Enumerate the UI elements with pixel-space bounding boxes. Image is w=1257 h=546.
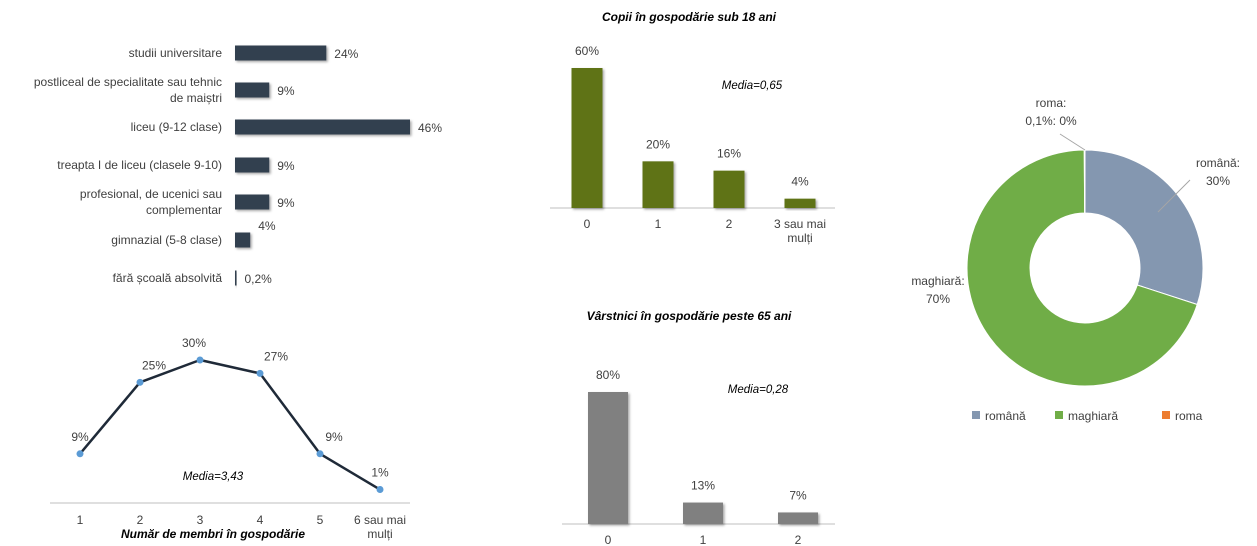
members-x-axis-title: Număr de membri în gospodărie: [121, 527, 305, 541]
education-bar: [235, 232, 251, 248]
education-category-label: fără școală absolvită: [113, 271, 223, 285]
legend-label: maghiară: [1068, 409, 1118, 423]
education-bar: [235, 270, 237, 286]
children-value-label: 60%: [575, 44, 599, 58]
children-category-label: 1: [655, 217, 662, 231]
children-title: Copii în gospodărie sub 18 ani: [602, 10, 777, 24]
members-value-label: 9%: [325, 430, 343, 444]
education-category-label: gimnazial (5-8 clase): [111, 233, 222, 247]
elderly-category-label: 1: [700, 533, 707, 546]
elderly-value-label: 80%: [596, 368, 620, 382]
education-bar: [235, 194, 270, 210]
education-value-label: 4%: [258, 219, 276, 233]
romana-leader-line: [1157, 179, 1191, 213]
members-mean-annotation: Media=3,43: [183, 471, 244, 483]
education-category-label: liceu (9-12 clase): [131, 120, 222, 134]
members-value-label: 27%: [264, 349, 288, 363]
legend-swatch: [972, 411, 980, 419]
education-bar: [235, 157, 270, 173]
members-series-line: [79, 358, 381, 491]
education-bar: [235, 82, 270, 98]
members-point: [136, 378, 144, 386]
elderly-category-label: 0: [605, 533, 612, 546]
legend-swatch: [1055, 411, 1063, 419]
education-value-label: 0,2%: [245, 272, 273, 286]
legend-label: roma: [1175, 409, 1203, 423]
members-value-label: 25%: [142, 358, 166, 372]
roma-leader-line: [1059, 133, 1086, 151]
members-point: [256, 369, 264, 377]
members-category-label: 5: [317, 513, 324, 527]
elderly-bar-chart: Vârstnici în gospodărie peste 65 ani 80% 0…: [562, 309, 835, 546]
children-bar: [571, 68, 603, 208]
education-bar: [235, 119, 410, 135]
elderly-value-label: 7%: [789, 488, 807, 502]
members-point: [376, 486, 384, 494]
slice-label-romana: română: 30%: [1196, 156, 1240, 188]
children-bar: [784, 198, 816, 208]
ethnicity-donut-chart: română: 30% maghiară: 70% roma: 0,1%: 0% român…: [911, 96, 1240, 423]
education-bar-chart: studii universitare 24% postliceal de spec…: [34, 45, 442, 286]
members-category-label: 6 sau mai mulți: [354, 513, 406, 541]
slice-label-maghiara: maghiară: 70%: [911, 274, 964, 306]
children-value-label: 4%: [791, 175, 809, 189]
elderly-bar: [778, 512, 818, 524]
donut-slice: [966, 149, 1198, 387]
elderly-title: Vârstnici în gospodărie peste 65 ani: [587, 309, 792, 323]
children-category-label: 3 sau mai mulți: [774, 217, 826, 245]
elderly-bar: [683, 502, 723, 524]
members-value-label: 9%: [71, 430, 89, 444]
education-bar: [235, 45, 327, 61]
children-category-label: 2: [726, 217, 733, 231]
elderly-bar: [588, 392, 628, 524]
members-value-label: 1%: [371, 466, 389, 480]
children-bar: [713, 170, 745, 208]
elderly-mean-annotation: Media=0,28: [728, 384, 789, 396]
legend-swatch: [1162, 411, 1170, 419]
donut-slice: [1084, 149, 1204, 306]
education-category-label: profesional, de ucenici sau complementar: [80, 187, 222, 217]
education-value-label: 9%: [277, 84, 295, 98]
members-category-label: 4: [257, 513, 264, 527]
children-bar: [642, 161, 674, 208]
education-value-label: 46%: [418, 121, 442, 135]
education-category-label: postliceal de specialitate sau tehnic de …: [34, 75, 222, 105]
members-category-label: 3: [197, 513, 204, 527]
members-category-label: 1: [77, 513, 84, 527]
donut-slice: [1083, 149, 1086, 214]
elderly-category-label: 2: [795, 533, 802, 546]
household-members-line-chart: 9% 1 25% 2 30% 3 27% 4 9% 5 1% 6 sau mai mulți Media=…: [50, 336, 410, 541]
children-bar-chart: Copii în gospodărie sub 18 ani 60% 0 20% 1 16…: [550, 10, 835, 245]
members-value-label: 30%: [182, 336, 206, 350]
legend-label: română: [985, 409, 1026, 423]
members-point: [316, 450, 324, 458]
education-category-label: treapta I de liceu (clasele 9-10): [57, 158, 222, 172]
slice-label-roma: roma: 0,1%: 0%: [1025, 96, 1077, 128]
education-category-label: studii universitare: [129, 46, 223, 60]
children-value-label: 20%: [646, 137, 670, 151]
children-mean-annotation: Media=0,65: [722, 80, 783, 92]
members-category-label: 2: [137, 513, 144, 527]
members-point: [76, 450, 84, 458]
elderly-value-label: 13%: [691, 479, 715, 493]
education-value-label: 9%: [277, 196, 295, 210]
education-value-label: 9%: [277, 159, 295, 173]
members-point: [196, 356, 204, 364]
children-category-label: 0: [584, 217, 591, 231]
children-value-label: 16%: [717, 147, 741, 161]
education-value-label: 24%: [334, 47, 358, 61]
